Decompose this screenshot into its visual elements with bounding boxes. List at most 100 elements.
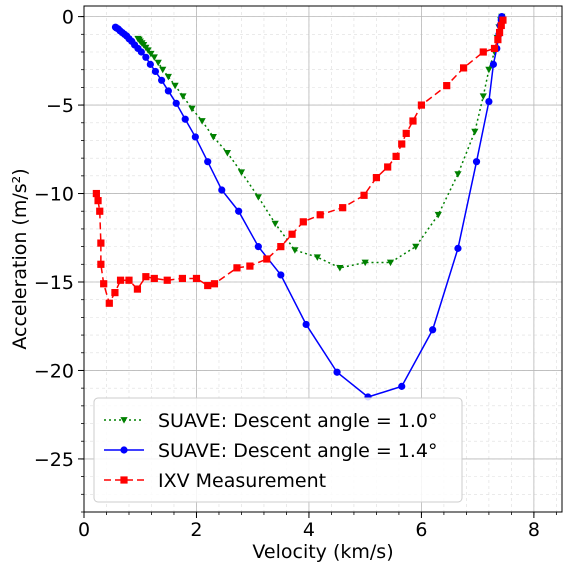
series-2-point (191, 133, 199, 141)
series-3-point (494, 36, 502, 44)
series-2-point (333, 368, 341, 376)
series-3-point (490, 44, 499, 53)
series-2-point (489, 60, 497, 68)
series-3-point (277, 243, 285, 251)
legend-swatch-marker (120, 417, 128, 424)
series-3-point (204, 281, 212, 290)
series-3-point (150, 274, 158, 283)
series-1-point (164, 73, 172, 81)
series-1-point (179, 93, 187, 100)
series-2-point (111, 23, 120, 31)
series-3-point (316, 211, 324, 219)
series-2 (111, 13, 506, 401)
series-3-point (499, 16, 507, 24)
series-1-point (150, 54, 158, 61)
series-3-point (384, 163, 392, 171)
series-3-point (97, 239, 105, 247)
series-1-point (159, 66, 167, 74)
y-tick-label: 0 (62, 7, 74, 29)
series-1-point (479, 93, 487, 100)
series-1-point (313, 254, 321, 261)
series-3-point (299, 218, 307, 226)
series-3-point (443, 82, 451, 90)
legend-label: SUAVE: Descent angle = 1.4° (158, 440, 438, 462)
series-1-point (147, 50, 155, 58)
series-3-point (402, 129, 410, 137)
series-3 (92, 16, 507, 307)
series-1-point (412, 243, 420, 251)
series-3-point (246, 262, 254, 270)
series-1-point (237, 169, 246, 176)
series-1-point (434, 211, 442, 219)
series-3-point (94, 197, 102, 205)
series-2-point (277, 271, 285, 279)
series-3-point (133, 285, 142, 293)
legend-swatch-marker (120, 446, 128, 454)
x-tick-label: 2 (190, 519, 202, 541)
y-axis-label: Acceleration (m/s²) (9, 168, 31, 349)
series-3-point (360, 191, 368, 199)
series-2-point (142, 53, 150, 61)
series-2-point (218, 186, 226, 194)
y-tick-label: −10 (34, 184, 74, 206)
series-3-point (92, 189, 100, 198)
series-3-point (339, 204, 347, 212)
series-2-point (429, 326, 437, 334)
series-1-point (454, 171, 462, 178)
legend-label: IXV Measurement (158, 470, 326, 492)
series-3-point (116, 276, 125, 284)
series-3-point (479, 48, 487, 56)
series-1 (134, 13, 506, 272)
series-2-point (181, 115, 189, 123)
series-1-point (223, 149, 231, 157)
series-1-point (386, 259, 395, 267)
series-1-point (254, 194, 262, 201)
series-1-point (209, 134, 217, 141)
series-3-point (100, 280, 108, 288)
series-1-point (154, 59, 162, 67)
series-2-point (146, 60, 154, 68)
series-3-point (495, 28, 504, 37)
ticks-layer: 0 2 4 6 8 0 −5 −10 −15 −20 −25 (34, 7, 557, 541)
series-3-point (497, 21, 505, 30)
series-3-point (210, 280, 219, 288)
series-2-point (164, 87, 172, 95)
series-1-point (361, 259, 369, 267)
series-3-point (233, 264, 241, 272)
series-3-point (372, 174, 381, 182)
series-3-point (125, 276, 133, 284)
series-3-point (96, 207, 104, 215)
series-3-point (417, 101, 426, 109)
y-tick-label: −20 (34, 360, 74, 382)
series-3-point (263, 255, 271, 263)
x-axis-label: Velocity (km/s) (252, 541, 393, 563)
series-1-point (291, 247, 299, 254)
series-3-point (192, 274, 201, 283)
series-1-point (271, 220, 279, 228)
series-3-point (105, 299, 113, 307)
series-2-point (454, 244, 462, 252)
x-tick-label: 0 (78, 519, 90, 541)
series-layer (92, 13, 507, 401)
series-2-point (398, 382, 406, 390)
series-3-point (288, 230, 296, 238)
series-3-point (178, 274, 187, 283)
series-2-point (172, 99, 180, 107)
series-1-point (188, 105, 196, 113)
series-2-point (254, 243, 262, 251)
series-1-point (485, 66, 493, 74)
legend-label: SUAVE: Descent angle = 1.0° (158, 410, 438, 432)
plot-frame (83, 5, 563, 513)
series-2-point (158, 76, 166, 84)
series-3-point (459, 64, 468, 72)
legend: SUAVE: Descent angle = 1.0° SUAVE: Descen… (93, 397, 463, 503)
x-tick-label: 6 (415, 519, 427, 541)
series-3-point (163, 276, 171, 284)
series-1-point (171, 82, 179, 90)
series-2-point (151, 67, 160, 76)
legend-box (93, 397, 463, 503)
series-2-point (485, 97, 493, 106)
series-3-point (97, 260, 105, 268)
series-1-point (336, 264, 344, 272)
series-2-point (472, 158, 481, 166)
